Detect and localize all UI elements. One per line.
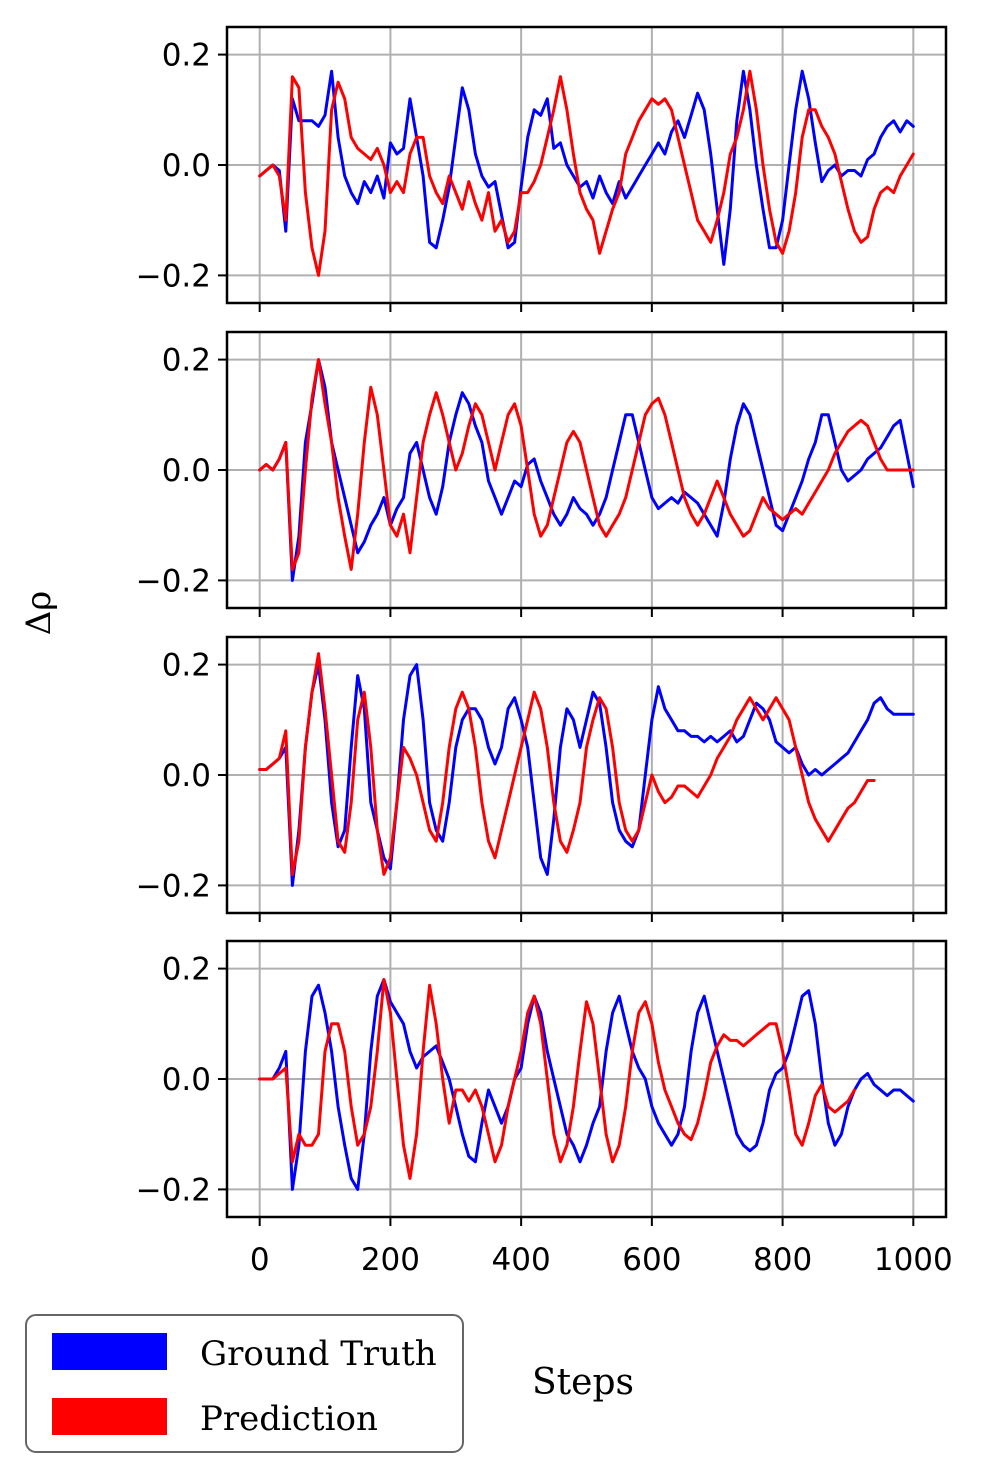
y-tick-label: 0.0 [162,1062,211,1098]
y-tick-label: −0.2 [136,1172,211,1208]
series-line-ground-truth [258,663,915,887]
y-tick-label: 0.2 [162,952,211,988]
legend-label-ground-truth: Ground Truth [200,1334,437,1374]
y-tick-label: 0.0 [162,148,211,184]
panel-3: 0.2 0.0 −0.2 [136,635,948,922]
y-tick-label: 0.0 [162,453,211,489]
legend: Ground Truth Prediction [25,1314,464,1453]
x-tick-label: 0 [250,1242,270,1278]
legend-swatch-ground-truth [52,1333,167,1370]
y-tick-label: 0.0 [162,758,211,794]
series-line-ground-truth [258,358,915,582]
series-line-ground-truth [258,978,915,1191]
panels: 0.2 0.0 −0.2 0.2 0.0 −0.2 0.2 0.0 −0.2 0.2 0.0 −0.2 [136,25,948,1226]
legend-swatch-prediction [52,1398,167,1435]
y-tick-label: 0.2 [162,38,211,74]
x-tick-label: 1000 [874,1242,953,1278]
legend-label-prediction: Prediction [200,1399,378,1439]
panel-1: 0.2 0.0 −0.2 [136,25,948,312]
series-line-prediction [258,69,915,277]
y-tick-label: −0.2 [136,563,211,599]
series-line-prediction [258,652,876,876]
series-line-prediction [258,358,915,571]
panel-2: 0.2 0.0 −0.2 [136,330,948,617]
x-tick-label: 600 [622,1242,681,1278]
x-tick-label: 400 [492,1242,551,1278]
y-tick-label: 0.2 [162,648,211,684]
y-tick-label: 0.2 [162,343,211,379]
x-tick-label: 200 [361,1242,420,1278]
x-tick-labels: 0 200 400 600 800 1000 [250,1242,953,1278]
series-line-ground-truth [258,69,915,266]
y-tick-label: −0.2 [136,258,211,294]
y-axis-label: Δρ [19,591,59,636]
x-tick-label: 800 [753,1242,812,1278]
x-axis-label: Steps [532,1362,634,1403]
panel-4: 0.2 0.0 −0.2 [136,939,948,1226]
series-line-prediction [258,978,856,1180]
y-tick-label: −0.2 [136,868,211,904]
